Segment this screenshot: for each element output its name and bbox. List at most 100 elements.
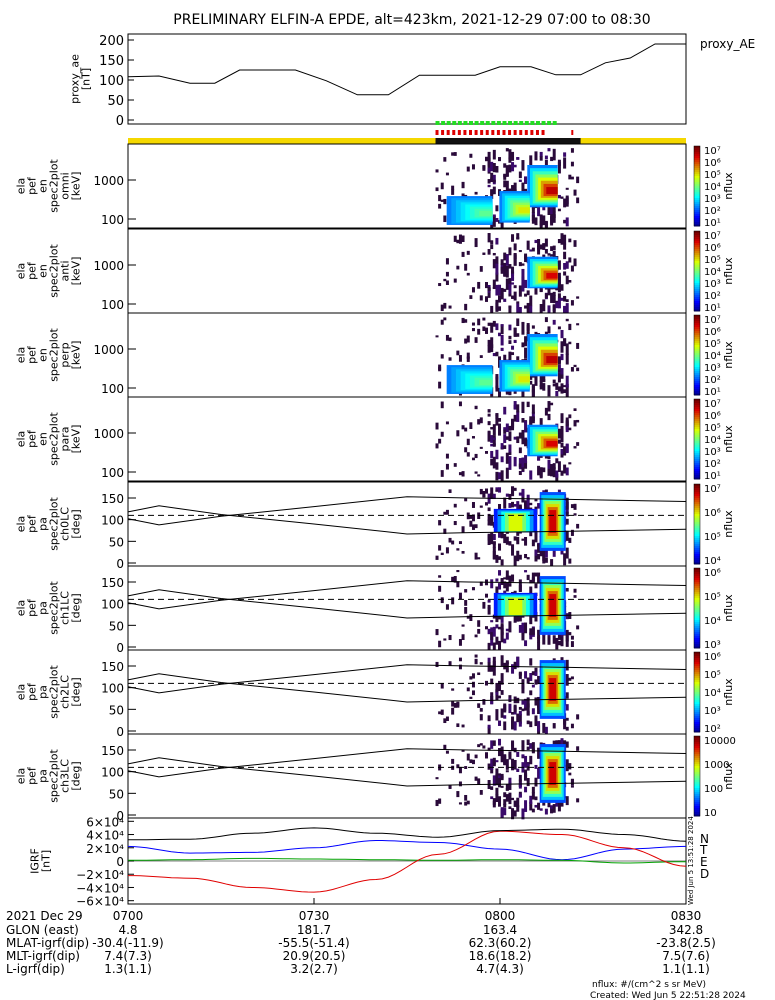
- spectrogram-pixel: [576, 342, 580, 349]
- spectrogram-panel-ch1LC: elapefpaspec2plotch1LC[deg]15010050010⁶1…: [15, 565, 735, 655]
- spectrogram-pixel: [490, 189, 494, 199]
- spectrogram-pixel: [498, 504, 502, 513]
- spectrogram-pixel: [529, 805, 533, 811]
- spectrogram-pixel: [565, 217, 569, 227]
- flag-green-mark: [502, 121, 507, 125]
- colorbar-segment: [694, 706, 700, 709]
- spectrogram-pixel: [570, 176, 574, 180]
- panel-frame: [127, 143, 687, 229]
- spectrogram-pixel: [469, 295, 473, 299]
- colorbar-segment: [694, 317, 700, 320]
- spectrogram-pixel: [495, 205, 499, 212]
- colorbar-segment: [694, 277, 700, 280]
- ylabel-line: pef: [26, 345, 39, 364]
- x-row-value: -55.5(-51.4): [278, 936, 349, 950]
- spectrogram-pixel: [560, 433, 564, 443]
- colorbar-segment: [694, 194, 700, 197]
- spectrogram-pixel: [438, 798, 442, 804]
- colorbar-segment: [694, 608, 700, 611]
- flag-red-mark: [541, 130, 545, 135]
- ylabel-line: pa: [37, 517, 50, 531]
- spectrogram-pixel: [495, 263, 499, 275]
- spectrogram-pixel: [498, 640, 502, 650]
- spectrogram-pixel: [557, 461, 561, 473]
- spectrogram-pixel: [565, 275, 569, 285]
- spectrogram-pixel: [537, 721, 541, 732]
- spectrogram-pixel: [544, 248, 548, 254]
- spectrogram-pixel: [456, 581, 460, 588]
- spectrogram-pixel: [513, 339, 517, 343]
- spectrogram-pixel: [495, 413, 499, 417]
- spectrogram-pixel: [503, 354, 507, 364]
- spectrogram-pixel: [508, 157, 512, 163]
- spectrogram-pixel: [526, 574, 530, 581]
- spectrogram-pixel: [466, 452, 470, 457]
- colorbar-segment: [694, 271, 700, 274]
- spectrogram-pixel: [492, 775, 496, 786]
- spectrogram-pixel: [552, 804, 556, 813]
- spectrogram-pixel: [451, 189, 455, 195]
- spectrogram-pixel: [557, 159, 561, 166]
- colorbar-segment: [694, 249, 700, 252]
- colorbar-segment: [694, 696, 700, 699]
- spectrogram-pixel: [458, 234, 462, 242]
- colorbar-segment: [694, 804, 700, 807]
- colorbar-segment: [694, 413, 700, 416]
- spectrogram-pixel: [490, 493, 494, 498]
- colorbar-segment: [694, 584, 700, 587]
- colorbar-segment: [694, 624, 700, 627]
- colorbar-tick-label: 10⁷: [704, 146, 721, 157]
- igrf-ytick-label: 0: [116, 855, 124, 869]
- colorbar-segment: [694, 582, 700, 585]
- spectrogram-pixel: [458, 592, 462, 600]
- spectrogram-pixel: [565, 764, 569, 772]
- colorbar-segment: [694, 546, 700, 549]
- spectrogram-pixel: [565, 692, 569, 699]
- spectrogram-pixel: [524, 786, 528, 793]
- igrf-side-note: Wed Jun 5 13:51:28 2024: [687, 816, 695, 905]
- spectrogram-pixel: [508, 149, 512, 160]
- spectrogram-pixel: [479, 714, 483, 721]
- colorbar-segment: [694, 154, 700, 157]
- colorbar-segment: [694, 425, 700, 428]
- spectrogram-pixel: [445, 334, 449, 341]
- spectrogram-pixel: [448, 537, 452, 543]
- colorbar-segment: [694, 196, 700, 199]
- ytick-label: 50: [109, 787, 124, 801]
- spectrogram-pixel: [570, 785, 574, 788]
- colorbar-segment: [694, 231, 700, 234]
- colorbar-segment: [694, 224, 700, 227]
- flag-green-mark: [508, 121, 513, 125]
- spectrogram-pixel: [469, 759, 473, 764]
- spectrogram-pixel: [539, 220, 543, 230]
- spectrogram-pixel: [495, 302, 499, 312]
- spectrogram-pixel: [565, 299, 569, 303]
- spectrogram-pixel: [570, 161, 574, 167]
- colorbar-segment: [694, 668, 700, 671]
- spectrogram-pixel: [552, 148, 556, 161]
- x-row-value: -23.8(2.5): [656, 936, 716, 950]
- spectrogram-pixel: [451, 707, 455, 715]
- spectrogram-pixel: [552, 379, 556, 384]
- ytick-label: 0: [116, 809, 124, 823]
- spectrogram-pixel: [552, 740, 556, 746]
- spectrogram-pixel: [484, 680, 488, 686]
- colorbar-segment: [694, 216, 700, 219]
- spectrogram-pixel: [464, 794, 468, 801]
- colorbar-segment: [694, 568, 700, 571]
- spectrogram-pixel: [500, 708, 504, 718]
- spectrogram-pixel: [464, 600, 468, 606]
- colorbar-segment: [694, 758, 700, 761]
- spectrogram-pixel: [568, 341, 572, 345]
- spectrogram-pixel: [435, 169, 439, 173]
- spectrogram-pixel: [568, 558, 572, 564]
- spectrogram-pixel: [487, 715, 491, 722]
- spectrogram-pixel: [565, 759, 569, 767]
- colorbar-segment: [694, 638, 700, 641]
- spectrogram-pixel: [552, 245, 556, 251]
- spectrogram-pixel: [438, 520, 442, 526]
- colorbar-label: nflux: [722, 341, 735, 369]
